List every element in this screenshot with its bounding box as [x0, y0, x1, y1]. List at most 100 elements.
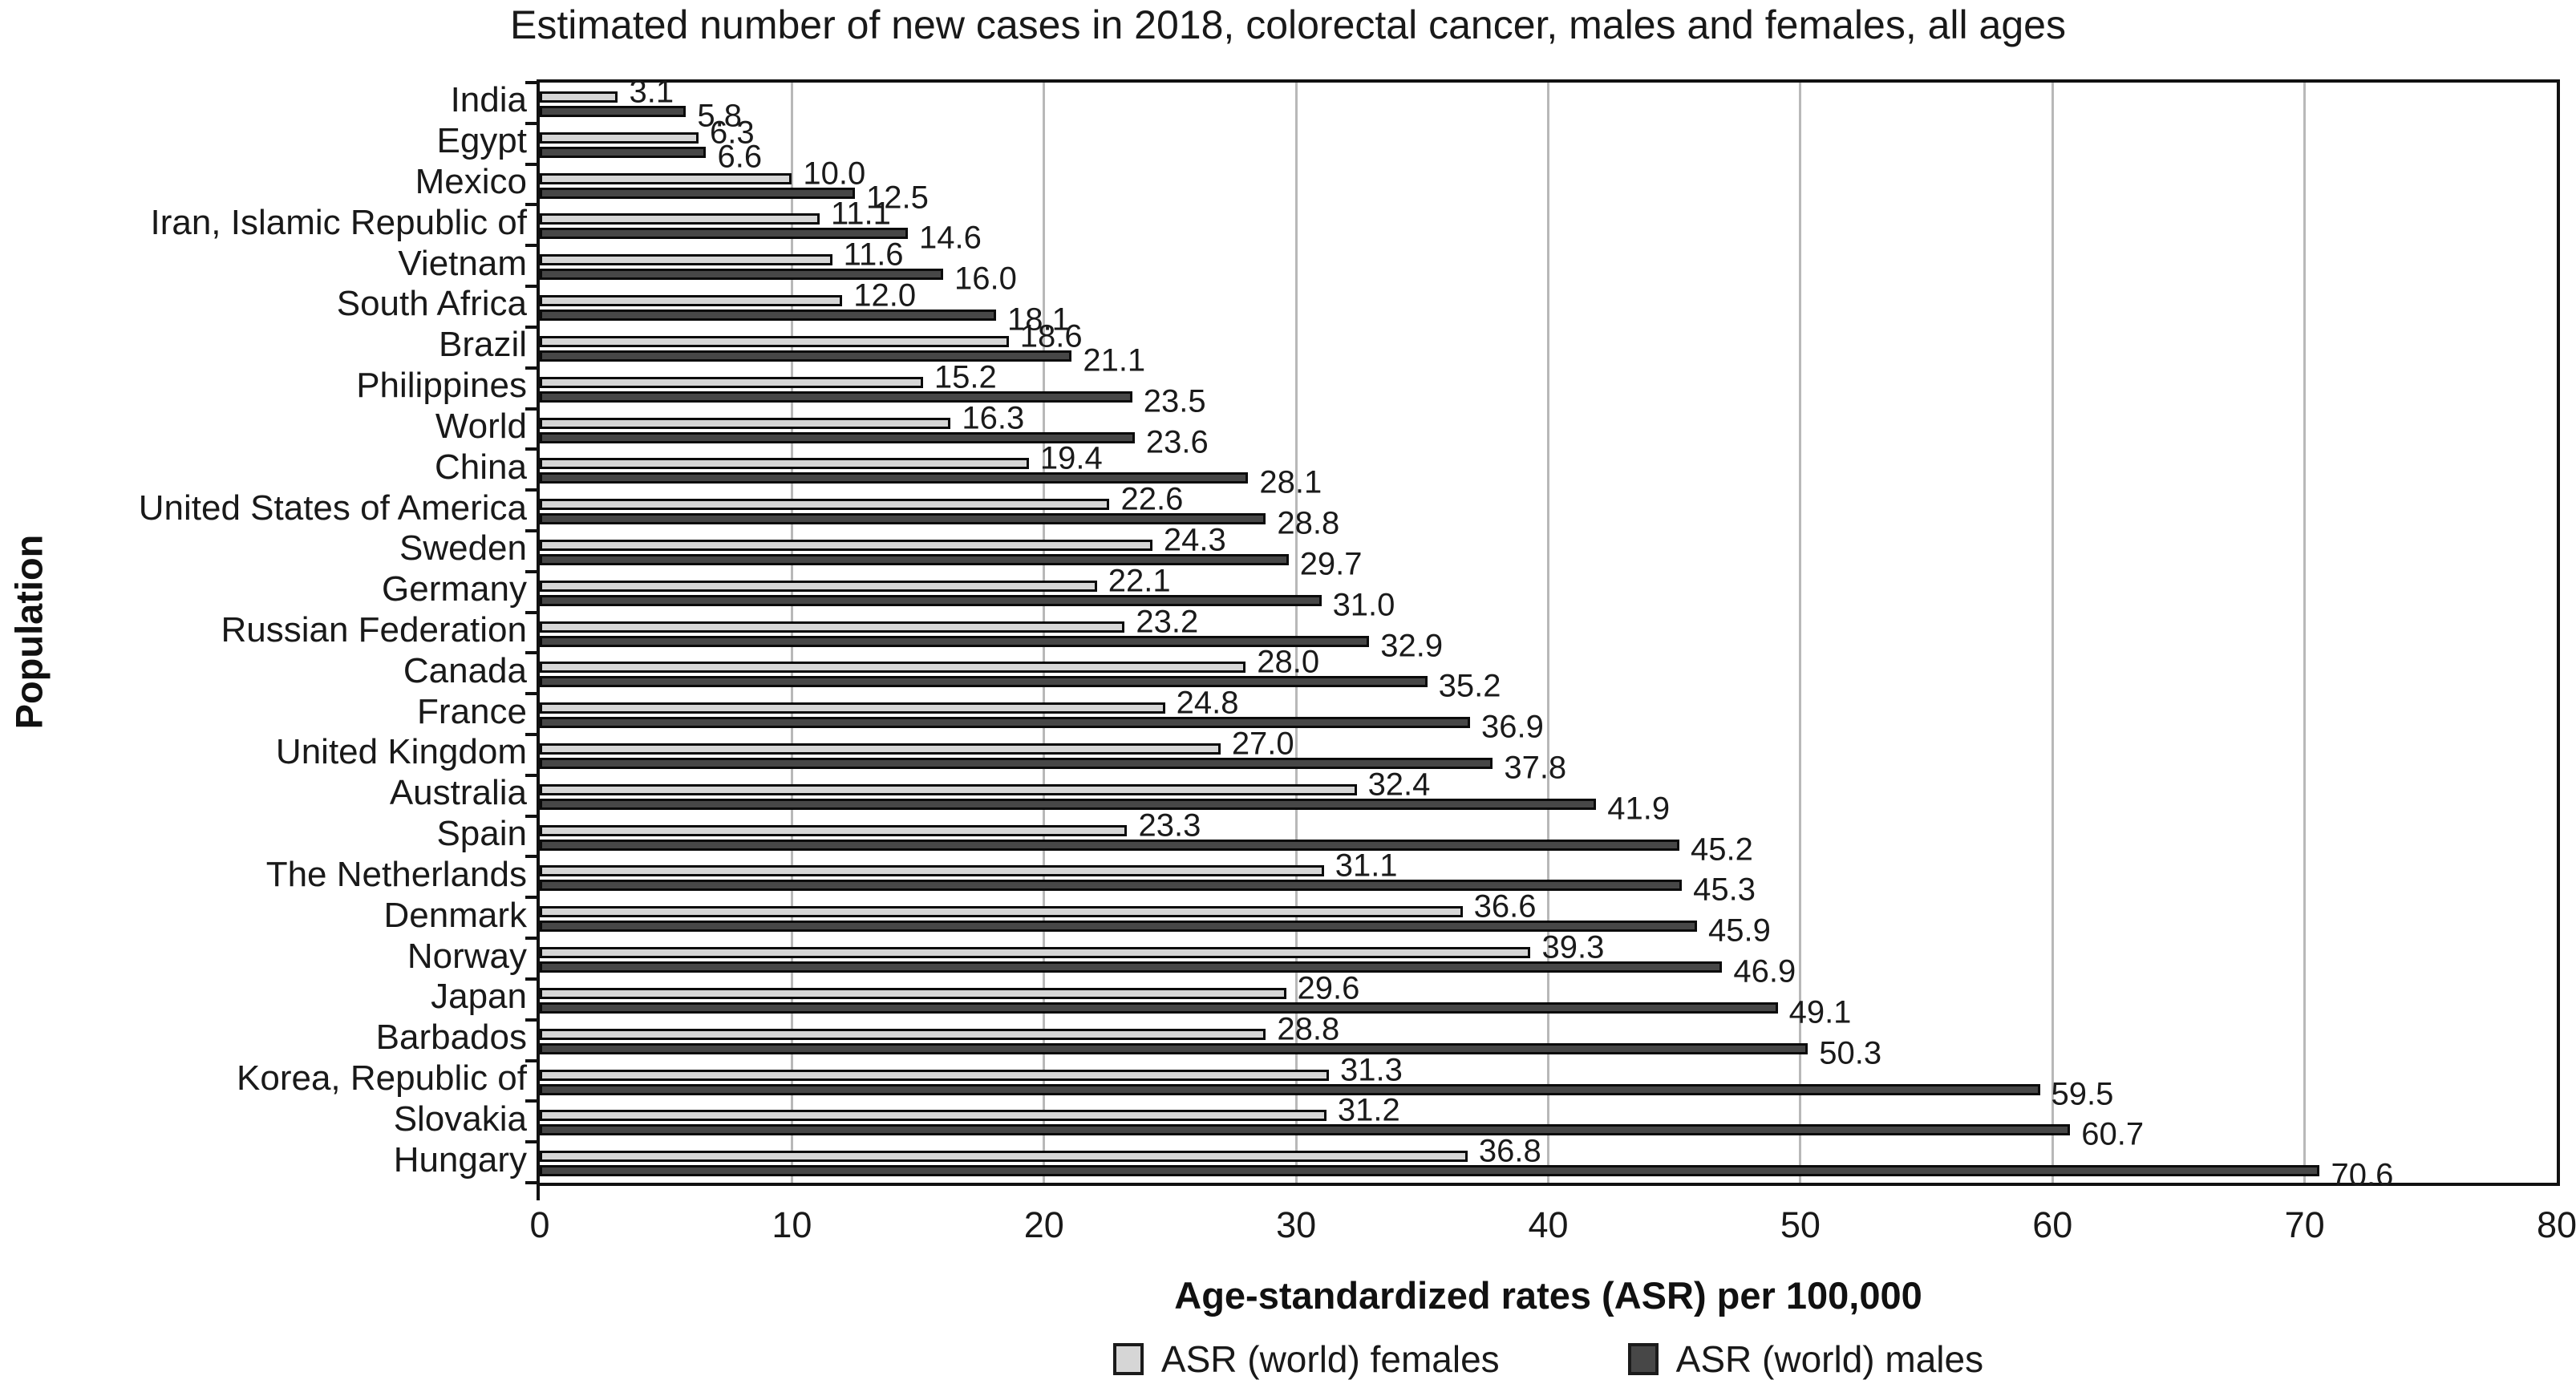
female-value-label: 19.4 — [1039, 440, 1103, 476]
male-bar — [540, 676, 1428, 688]
male-bar — [540, 1042, 1808, 1054]
female-bar — [540, 702, 1165, 714]
female-value-label: 24.3 — [1163, 522, 1226, 558]
category-label-hungary: Hungary — [393, 1139, 527, 1180]
gridline-x-50 — [1799, 83, 1802, 1183]
female-bar — [540, 376, 923, 388]
female-bar — [540, 254, 832, 266]
category-label-iran-islamic-republic-of: Iran, Islamic Republic of — [150, 202, 527, 242]
female-bar — [540, 783, 1357, 795]
male-value-label: 16.0 — [954, 261, 1017, 297]
male-bar — [540, 228, 908, 240]
bar-row-barbados: 28.8 50.3 — [540, 1011, 2557, 1070]
male-value-label: 35.2 — [1438, 668, 1501, 704]
female-bar — [540, 213, 820, 225]
male-bar — [540, 1165, 2320, 1177]
y-axis-tick — [525, 814, 537, 818]
female-bar — [540, 906, 1463, 918]
female-bar — [540, 335, 1009, 347]
chart-title: Estimated number of new cases in 2018, c… — [510, 2, 2066, 47]
male-bar — [540, 961, 1723, 973]
male-bar — [540, 187, 855, 199]
female-value-label: 18.6 — [1019, 318, 1083, 354]
bar-row-china: 19.4 28.1 — [540, 441, 2557, 500]
bar-row-world: 16.3 23.6 — [540, 400, 2557, 459]
legend-entry-females: ASR (world) females — [1112, 1337, 1500, 1381]
female-value-label: 15.2 — [934, 359, 997, 395]
female-value-label: 31.2 — [1337, 1092, 1400, 1128]
x-axis-title: Age-standardized rates (ASR) per 100,000 — [1174, 1274, 1922, 1317]
male-value-label: 14.6 — [918, 220, 982, 256]
legend: ASR (world) females ASR (world) males — [540, 1337, 2557, 1381]
bar-row-india: 3.1 5.8 — [540, 75, 2557, 134]
female-bar — [540, 295, 843, 307]
male-value-label: 5.8 — [697, 98, 742, 134]
category-label-mexico: Mexico — [415, 162, 527, 202]
female-value-label: 32.4 — [1367, 767, 1431, 803]
male-bar — [540, 1083, 2040, 1095]
category-label-brazil: Brazil — [438, 325, 527, 365]
legend-label-males: ASR (world) males — [1675, 1338, 1984, 1380]
female-bar — [540, 132, 699, 144]
x-tick-label-20: 20 — [1023, 1204, 1064, 1245]
bar-row-iran-islamic-republic-of: 11.1 14.6 — [540, 196, 2557, 256]
female-value-label: 36.6 — [1473, 888, 1537, 925]
male-value-label: 28.1 — [1259, 464, 1322, 500]
male-value-label: 50.3 — [1819, 1035, 1882, 1071]
female-bar — [540, 1028, 1266, 1040]
y-axis-tick — [525, 896, 537, 900]
y-axis-tick — [525, 162, 537, 166]
y-axis-tick — [525, 325, 537, 329]
female-bar — [540, 987, 1286, 999]
legend-label-females: ASR (world) females — [1160, 1338, 1500, 1380]
bar-row-philippines: 15.2 23.5 — [540, 359, 2557, 419]
female-value-label: 11.1 — [830, 196, 891, 232]
category-label-slovakia: Slovakia — [393, 1099, 527, 1139]
male-bar — [540, 472, 1249, 484]
male-bar — [540, 635, 1370, 647]
category-label-the-netherlands: The Netherlands — [265, 854, 527, 894]
category-label-united-kingdom: United Kingdom — [275, 732, 527, 772]
female-value-label: 6.3 — [710, 115, 755, 151]
male-bar — [540, 553, 1289, 565]
bar-row-mexico: 10.0 12.5 — [540, 156, 2557, 215]
female-bar — [540, 1069, 1329, 1081]
x-axis-zero-stub — [537, 1183, 540, 1200]
female-bar — [540, 499, 1110, 511]
male-bar — [540, 106, 687, 117]
female-value-label: 12.0 — [853, 277, 917, 314]
bar-row-united-states-of-america: 22.6 28.8 — [540, 482, 2557, 541]
female-value-label: 22.6 — [1120, 481, 1184, 517]
male-value-label: 28.8 — [1277, 505, 1340, 541]
male-bar — [540, 350, 1072, 362]
female-value-label: 39.3 — [1541, 929, 1605, 965]
female-bar — [540, 539, 1152, 551]
bar-row-france: 24.8 36.9 — [540, 686, 2557, 745]
bar-row-russian-federation: 23.2 32.9 — [540, 604, 2557, 663]
female-value-label: 16.3 — [962, 400, 1025, 436]
y-axis-tick — [525, 1099, 537, 1103]
female-value-label: 29.6 — [1297, 970, 1360, 1006]
y-axis-tick — [525, 407, 537, 411]
male-bar — [540, 594, 1322, 606]
males-swatch-icon — [1627, 1343, 1659, 1375]
plot-frame — [537, 79, 2560, 1186]
male-bar — [540, 839, 1679, 851]
category-label-united-states-of-america: United States of America — [138, 488, 527, 528]
female-value-label: 31.3 — [1339, 1052, 1403, 1088]
category-label-spain: Spain — [436, 814, 527, 854]
category-label-australia: Australia — [389, 773, 527, 813]
male-value-label: 23.5 — [1143, 383, 1206, 419]
y-axis-tick — [525, 447, 537, 451]
male-bar — [540, 1002, 1778, 1014]
female-value-label: 23.3 — [1138, 807, 1201, 844]
y-axis-tick — [525, 121, 537, 125]
bar-row-canada: 28.0 35.2 — [540, 645, 2557, 704]
category-label-norway: Norway — [407, 936, 527, 976]
male-value-label: 59.5 — [2051, 1076, 2114, 1112]
female-bar — [540, 662, 1246, 674]
female-bar — [540, 580, 1097, 592]
females-swatch-icon — [1112, 1343, 1144, 1375]
y-axis-tick — [525, 203, 537, 207]
female-value-label: 27.0 — [1231, 726, 1294, 762]
